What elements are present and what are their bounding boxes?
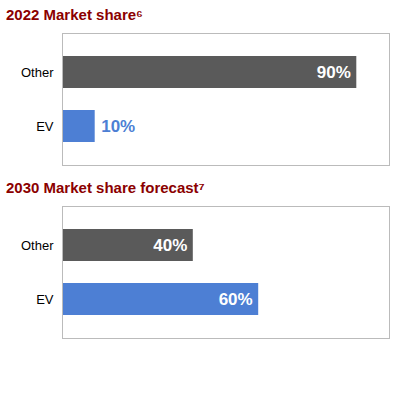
svg-text:EV: EV	[36, 292, 54, 307]
svg-text:10%: 10%	[101, 117, 135, 136]
html-text:2022 Market share⁶: 2022 Market share⁶	[6, 6, 143, 23]
svg-text:Other: Other	[21, 238, 54, 253]
svg-text:Other: Other	[21, 65, 54, 80]
svg-text:60%: 60%	[219, 290, 253, 309]
svg-text:90%: 90%	[317, 63, 351, 82]
svg-text:EV: EV	[36, 119, 54, 134]
svg-text:40%: 40%	[153, 236, 187, 255]
html-text:2030 Market share forecast⁷: 2030 Market share forecast⁷	[6, 179, 205, 196]
